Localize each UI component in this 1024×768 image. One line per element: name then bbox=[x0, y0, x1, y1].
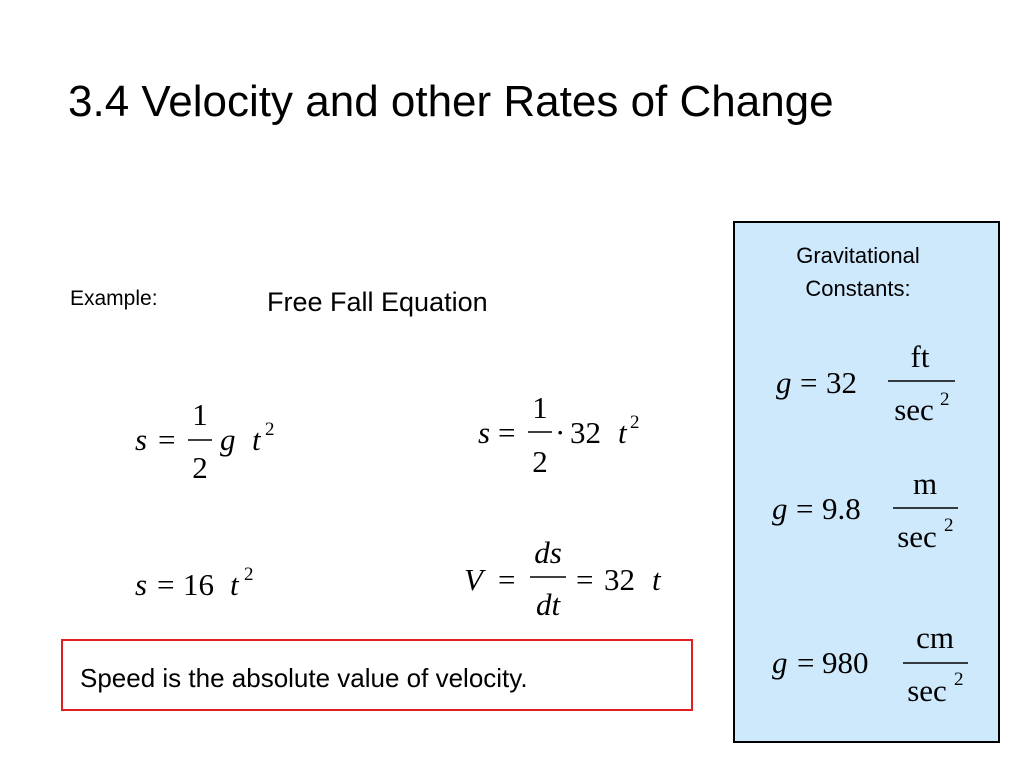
math-symbol: g bbox=[772, 645, 788, 680]
math-symbol: t bbox=[652, 562, 662, 597]
exponent: 2 bbox=[940, 389, 950, 410]
math-symbol: s bbox=[478, 415, 490, 450]
math-number: 32 bbox=[570, 415, 601, 450]
exponent: 2 bbox=[630, 412, 640, 433]
math-symbol: = bbox=[800, 365, 817, 400]
math-symbol: V bbox=[464, 562, 486, 597]
math-symbol: = bbox=[157, 567, 174, 602]
exponent: 2 bbox=[265, 419, 275, 440]
equation: s = 1 2 · 32 t 2 bbox=[478, 390, 640, 479]
math-symbol: t bbox=[230, 567, 240, 602]
constant: g = 32 ft sec 2 bbox=[776, 339, 955, 427]
note-box bbox=[61, 639, 693, 711]
subtitle: Free Fall Equation bbox=[267, 287, 488, 317]
numerator: 1 bbox=[192, 397, 208, 432]
math-symbol: t bbox=[252, 422, 262, 457]
exponent: 2 bbox=[944, 515, 954, 536]
math-symbol: s bbox=[135, 567, 147, 602]
math-number: 32 bbox=[826, 365, 857, 400]
numerator: ft bbox=[911, 339, 930, 374]
math-symbol: t bbox=[618, 415, 628, 450]
numerator: 1 bbox=[532, 390, 548, 425]
exponent: 2 bbox=[244, 564, 254, 585]
box-heading: Constants: bbox=[805, 276, 910, 301]
math-symbol: = bbox=[796, 491, 813, 526]
numerator: ds bbox=[534, 535, 562, 570]
denominator: dt bbox=[536, 587, 562, 622]
math-symbol: g bbox=[776, 365, 792, 400]
slide-title: 3.4 Velocity and other Rates of Change bbox=[68, 77, 834, 126]
math-number: 9.8 bbox=[822, 491, 861, 526]
math-symbol: = bbox=[576, 562, 593, 597]
math-symbol: = bbox=[498, 562, 515, 597]
constants-box bbox=[733, 221, 1000, 743]
math-symbol: = bbox=[797, 645, 814, 680]
example-label: Example: bbox=[70, 287, 158, 310]
math-symbol: g bbox=[220, 422, 236, 457]
box-heading: Gravitational bbox=[796, 243, 920, 268]
constant: g = 980 cm sec 2 bbox=[772, 620, 968, 708]
equation: s = 1 2 g t 2 bbox=[135, 397, 275, 485]
denominator: sec bbox=[897, 519, 937, 554]
constant: g = 9.8 m sec 2 bbox=[772, 466, 958, 554]
math-symbol: g bbox=[772, 491, 788, 526]
math-symbol: s bbox=[135, 422, 147, 457]
denominator: 2 bbox=[532, 444, 548, 479]
equation: V = ds dt = 32 t bbox=[464, 535, 662, 622]
math-number: 32 bbox=[604, 562, 635, 597]
math-number: 16 bbox=[183, 567, 214, 602]
denominator: sec bbox=[894, 392, 934, 427]
numerator: m bbox=[913, 466, 937, 501]
math-symbol: · bbox=[555, 415, 565, 450]
math-symbol: = bbox=[498, 415, 515, 450]
math-symbol: = bbox=[158, 422, 175, 457]
denominator: sec bbox=[907, 673, 947, 708]
equation: s = 16 t 2 bbox=[135, 564, 254, 602]
numerator: cm bbox=[916, 620, 954, 655]
exponent: 2 bbox=[954, 669, 964, 690]
denominator: 2 bbox=[192, 450, 208, 485]
note-text: Speed is the absolute value of velocity. bbox=[80, 663, 528, 693]
math-number: 980 bbox=[822, 645, 869, 680]
